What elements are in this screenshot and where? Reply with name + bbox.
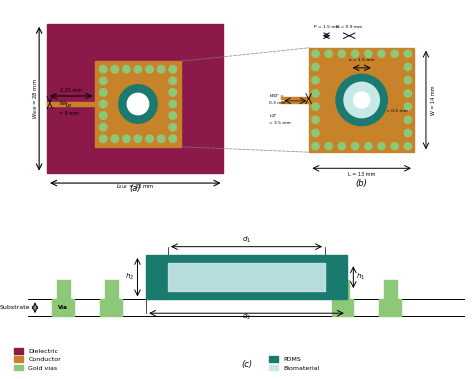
Bar xyxy=(47,24,223,174)
Circle shape xyxy=(169,100,176,108)
Text: (b): (b) xyxy=(356,179,368,188)
Circle shape xyxy=(338,50,346,57)
Circle shape xyxy=(100,135,107,143)
Text: 2.25 mm: 2.25 mm xyxy=(60,88,82,93)
Circle shape xyxy=(325,143,332,150)
Text: $d_2$: $d_2$ xyxy=(242,312,251,322)
Text: $h_2$: $h_2$ xyxy=(125,272,134,282)
Text: a = 1.5 mm: a = 1.5 mm xyxy=(349,58,374,63)
Circle shape xyxy=(351,143,359,150)
Bar xyxy=(146,255,347,299)
Circle shape xyxy=(344,82,379,117)
Circle shape xyxy=(312,103,319,110)
Bar xyxy=(47,102,95,106)
Circle shape xyxy=(404,77,411,84)
Circle shape xyxy=(404,90,411,97)
Text: (a): (a) xyxy=(129,183,141,193)
Circle shape xyxy=(157,66,165,73)
Circle shape xyxy=(118,85,157,123)
Bar xyxy=(336,280,349,299)
Text: $L_M$
= 8 mm: $L_M$ = 8 mm xyxy=(58,101,79,116)
Circle shape xyxy=(312,143,319,150)
Text: (c): (c) xyxy=(241,360,252,369)
Bar xyxy=(331,299,353,316)
Text: D = 0.9 mm: D = 0.9 mm xyxy=(336,25,362,29)
Circle shape xyxy=(169,112,176,119)
Text: $W_{QT}$ =
0.3 mm: $W_{QT}$ = 0.3 mm xyxy=(269,92,286,105)
Bar xyxy=(57,280,70,299)
Bar xyxy=(310,48,414,152)
Circle shape xyxy=(100,100,107,108)
Circle shape xyxy=(404,103,411,110)
Text: Substrate: Substrate xyxy=(0,305,31,310)
Bar xyxy=(384,280,397,299)
Circle shape xyxy=(157,135,165,143)
Circle shape xyxy=(404,50,411,57)
Bar xyxy=(380,299,401,316)
Circle shape xyxy=(134,135,142,143)
Circle shape xyxy=(404,63,411,70)
Circle shape xyxy=(128,93,149,115)
Bar xyxy=(282,101,310,103)
Circle shape xyxy=(111,66,118,73)
Circle shape xyxy=(312,116,319,124)
Circle shape xyxy=(312,50,319,57)
Circle shape xyxy=(378,143,385,150)
Legend: PDMS, Biomaterial: PDMS, Biomaterial xyxy=(267,355,320,372)
Circle shape xyxy=(123,66,130,73)
Text: P = 1.5 mm: P = 1.5 mm xyxy=(314,25,339,29)
Bar xyxy=(100,299,122,316)
Circle shape xyxy=(100,77,107,85)
Circle shape xyxy=(312,129,319,136)
Circle shape xyxy=(336,74,387,126)
Circle shape xyxy=(354,92,370,108)
Circle shape xyxy=(100,124,107,131)
Bar xyxy=(282,97,310,99)
Text: $L_{SUB}$ = 33 mm: $L_{SUB}$ = 33 mm xyxy=(116,182,155,191)
Text: b = 0.5 mm: b = 0.5 mm xyxy=(382,109,408,113)
Text: $W_{SUB}$ = 28 mm: $W_{SUB}$ = 28 mm xyxy=(31,78,40,119)
Circle shape xyxy=(391,143,398,150)
Text: $d_1$: $d_1$ xyxy=(242,235,251,246)
Bar xyxy=(53,299,74,316)
Circle shape xyxy=(391,50,398,57)
Circle shape xyxy=(404,129,411,136)
Circle shape xyxy=(169,66,176,73)
Circle shape xyxy=(312,77,319,84)
Circle shape xyxy=(169,77,176,85)
Bar xyxy=(105,280,118,299)
Circle shape xyxy=(134,66,142,73)
Circle shape xyxy=(111,135,118,143)
Circle shape xyxy=(351,50,359,57)
Circle shape xyxy=(378,50,385,57)
Circle shape xyxy=(146,135,153,143)
Text: $L_{QT}$
= 3.5 mm: $L_{QT}$ = 3.5 mm xyxy=(269,113,291,125)
Circle shape xyxy=(169,135,176,143)
Circle shape xyxy=(123,135,130,143)
Circle shape xyxy=(169,89,176,96)
Bar xyxy=(168,263,325,291)
Circle shape xyxy=(146,66,153,73)
Circle shape xyxy=(338,143,346,150)
Circle shape xyxy=(312,63,319,70)
Circle shape xyxy=(325,50,332,57)
Circle shape xyxy=(312,90,319,97)
Text: $W_M$: $W_M$ xyxy=(59,100,69,108)
Text: Via: Via xyxy=(58,305,68,310)
Circle shape xyxy=(404,143,411,150)
Circle shape xyxy=(404,116,411,124)
Circle shape xyxy=(365,143,372,150)
Circle shape xyxy=(100,89,107,96)
Text: L = 13 mm: L = 13 mm xyxy=(348,172,375,177)
Circle shape xyxy=(100,112,107,119)
Legend: Dielectric, Conductor, Gold vias: Dielectric, Conductor, Gold vias xyxy=(13,347,62,372)
Bar xyxy=(95,61,181,147)
Circle shape xyxy=(169,124,176,131)
Circle shape xyxy=(365,50,372,57)
Text: $h_1$: $h_1$ xyxy=(356,272,365,282)
Text: W = 14 mm: W = 14 mm xyxy=(431,85,437,115)
Circle shape xyxy=(100,66,107,73)
